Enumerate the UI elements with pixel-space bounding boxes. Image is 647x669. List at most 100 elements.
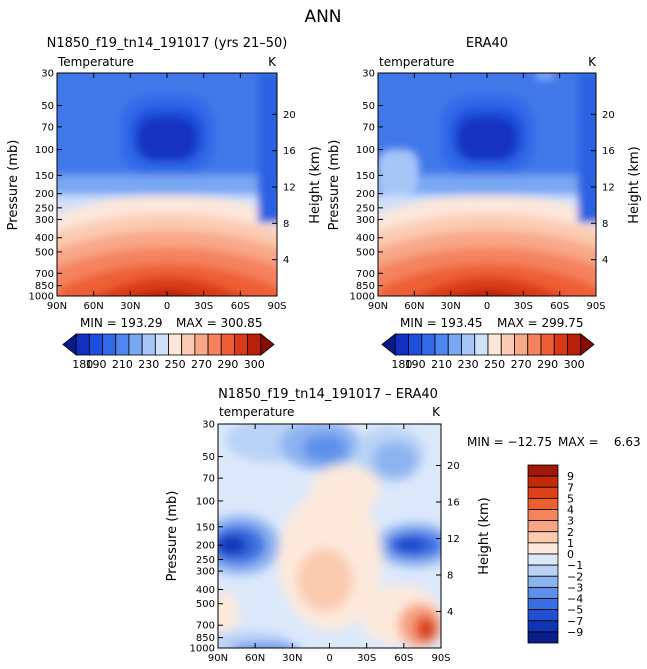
x-tick-label: 30S <box>514 301 533 312</box>
colorbar-swatch <box>381 333 396 356</box>
x-tick-label: 90S <box>431 653 450 664</box>
panel-model: N1850_f19_tn14_191017 (yrs 21–50) Temper… <box>6 36 323 371</box>
colorbar-label: 9 <box>567 470 574 483</box>
x-tick-label: 30S <box>194 301 213 312</box>
y-tick-label: 70 <box>362 122 375 133</box>
colorbar-swatch <box>181 333 196 356</box>
colorbar-swatch <box>220 333 235 356</box>
y-tick-label: 250 <box>356 203 375 214</box>
y2-tick-label: 20 <box>283 110 296 121</box>
y-tick-label: 250 <box>196 555 215 566</box>
y-tick-label: 100 <box>356 145 375 156</box>
x-tick-label: 60N <box>404 301 424 312</box>
y-tick-label: 400 <box>196 585 215 596</box>
y-tick-label: 70 <box>41 122 54 133</box>
y2-tick-label: 16 <box>602 146 615 157</box>
y-tick-label: 50 <box>202 452 215 463</box>
y-tick-label: 70 <box>202 474 215 485</box>
colorbar-swatch <box>567 333 582 356</box>
y-tick-label: 100 <box>196 496 215 507</box>
panel-3-max: MAX = 6.63 <box>558 435 641 449</box>
colorbar-swatch <box>527 564 559 577</box>
colorbar-label: 180 <box>72 358 93 371</box>
panel-2-contour-field <box>378 73 596 296</box>
y-tick-label: 850 <box>35 281 54 292</box>
colorbar-label: 230 <box>458 358 479 371</box>
colorbar-swatch <box>527 509 559 522</box>
colorbar-label: 270 <box>191 358 212 371</box>
y-tick-label: 400 <box>356 233 375 244</box>
panel-2-left-string: temperature <box>379 55 454 69</box>
colorbar-swatch <box>461 333 476 356</box>
colorbar-label: 7 <box>567 481 574 494</box>
colorbar-swatch <box>102 333 117 356</box>
x-tick-label: 60S <box>550 301 569 312</box>
colorbar-swatch <box>527 598 559 611</box>
panel-1-max: MAX = 300.85 <box>176 316 262 330</box>
x-tick-label: 30N <box>441 301 461 312</box>
x-tick-label: 90S <box>586 301 605 312</box>
panel-2-y2label: Height (km) <box>627 146 642 223</box>
y-tick-label: 500 <box>196 599 215 610</box>
colorbar-label: 190 <box>405 358 426 371</box>
x-tick-label: 0 <box>484 301 490 312</box>
colorbar-label: 210 <box>112 358 133 371</box>
y-tick-label: 100 <box>35 145 54 156</box>
y2-tick-label: 8 <box>602 219 608 230</box>
colorbar-swatch <box>527 475 559 488</box>
colorbar-swatch <box>474 333 489 356</box>
y2-tick-label: 8 <box>283 219 289 230</box>
panel-1-title: N1850_f19_tn14_191017 (yrs 21–50) <box>47 36 288 51</box>
colorbar-label: −9 <box>567 626 583 639</box>
y2-tick-label: 12 <box>447 534 460 545</box>
colorbar-swatch <box>194 333 209 356</box>
y-tick-label: 1000 <box>29 292 54 303</box>
colorbar-swatch <box>527 464 559 477</box>
y-tick-label: 250 <box>35 203 54 214</box>
colorbar-swatch <box>168 333 183 356</box>
y-tick-label: 50 <box>41 101 54 112</box>
y-tick-label: 850 <box>356 281 375 292</box>
colorbar-swatch <box>580 333 595 356</box>
colorbar-swatch <box>394 333 409 356</box>
y-tick-label: 200 <box>196 541 215 552</box>
colorbar-swatch <box>527 531 559 544</box>
x-tick-label: 30N <box>282 653 302 664</box>
panel-2-axes: 90N 60N 30N 0 30S 60S 90S 30 50 70 100 150 200 250300… <box>350 69 615 313</box>
colorbar-swatch <box>527 575 559 588</box>
panel-3-ylabel: Pressure (mb) <box>165 491 180 582</box>
colorbar-swatch <box>75 333 90 356</box>
panel-3-units: K <box>432 405 441 419</box>
colorbar-swatch <box>154 333 169 356</box>
colorbar-swatch <box>540 333 555 356</box>
y-tick-label: 150 <box>196 522 215 533</box>
colorbar-label: 2 <box>567 526 574 539</box>
colorbar-swatch <box>62 333 77 356</box>
colorbar-swatch <box>128 333 143 356</box>
colorbar-label: 290 <box>537 358 558 371</box>
colorbar-swatch <box>527 486 559 499</box>
colorbar-swatch <box>527 620 559 633</box>
y-tick-label: 850 <box>196 633 215 644</box>
colorbar-label: 4 <box>567 504 574 517</box>
y2-tick-label: 8 <box>447 570 453 581</box>
y2-tick-label: 20 <box>602 110 615 121</box>
y-tick-label: 300 <box>356 215 375 226</box>
panel-3-title: N1850_f19_tn14_191017 – ERA40 <box>218 387 438 402</box>
colorbar-swatch <box>527 553 559 566</box>
y-tick-label: 400 <box>35 233 54 244</box>
colorbar-label: 250 <box>484 358 505 371</box>
panel-2-max: MAX = 299.75 <box>497 316 583 330</box>
y-tick-label: 50 <box>362 101 375 112</box>
colorbar-label: 210 <box>431 358 452 371</box>
x-tick-label: 90N <box>368 301 388 312</box>
colorbar-label: 250 <box>165 358 186 371</box>
panel-3-contour-field <box>218 424 441 648</box>
y-tick-label: 500 <box>356 247 375 258</box>
y2-tick-label: 20 <box>447 461 460 472</box>
colorbar-swatch <box>141 333 156 356</box>
y-tick-label: 300 <box>35 215 54 226</box>
colorbar-swatch <box>234 333 249 356</box>
colorbar-swatch <box>527 333 542 356</box>
